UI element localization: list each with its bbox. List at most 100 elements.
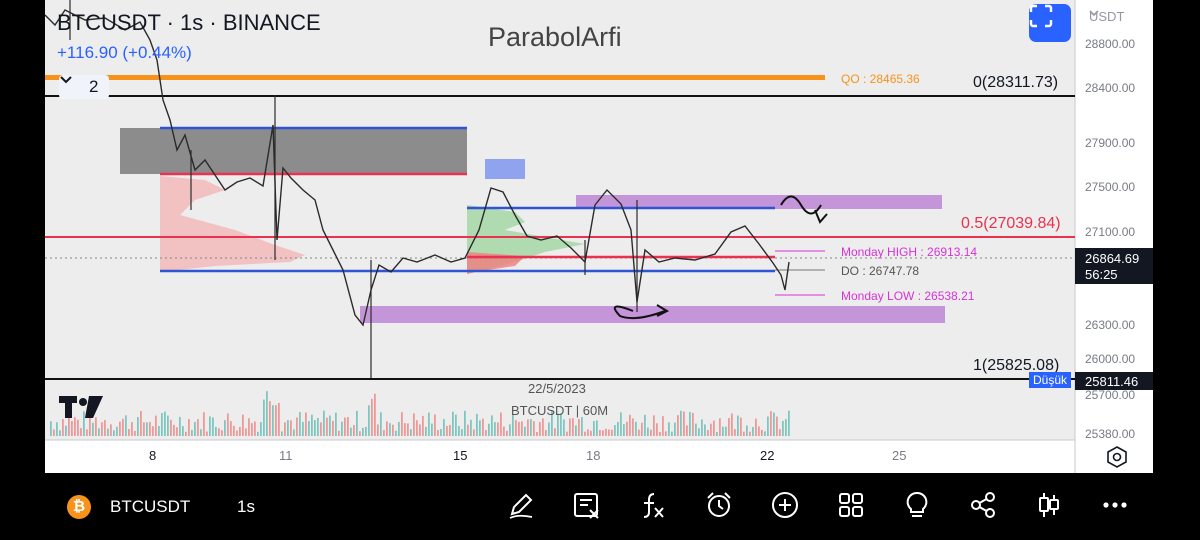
toolbar-interval[interactable]: 1s bbox=[237, 497, 255, 516]
volume-bar bbox=[428, 412, 430, 436]
ideas-button[interactable] bbox=[902, 490, 932, 524]
volume-bar bbox=[314, 420, 316, 436]
volume-bar bbox=[764, 431, 766, 436]
volume-bar bbox=[104, 419, 106, 436]
price-chart[interactable] bbox=[45, 0, 1153, 473]
price-tick: 26300.00 bbox=[1085, 318, 1136, 332]
volume-bar bbox=[149, 422, 151, 436]
price-axis[interactable]: 28800.00 28400.00 27900.00 27500.00 2710… bbox=[1029, 0, 1153, 473]
volume-bar bbox=[260, 422, 262, 436]
volume-bar bbox=[449, 424, 451, 436]
volume-bar bbox=[248, 418, 250, 436]
volume-bar bbox=[272, 405, 274, 436]
bitcoin-logo: ₿ bbox=[67, 495, 91, 519]
pen-icon bbox=[506, 490, 536, 525]
indicators-button[interactable] bbox=[638, 490, 668, 524]
volume-bar bbox=[485, 430, 487, 436]
volume-bar bbox=[218, 428, 220, 436]
volume-bar bbox=[239, 426, 241, 436]
volume-bar bbox=[188, 419, 190, 436]
volume-bar bbox=[662, 416, 664, 436]
chart-settings-button[interactable] bbox=[1106, 446, 1128, 468]
volume-bar bbox=[266, 391, 268, 436]
volume-bar bbox=[686, 425, 688, 436]
volume-bar bbox=[125, 415, 127, 436]
volume-bar bbox=[431, 423, 433, 436]
time-axis[interactable]: 8 11 15 18 22 25 bbox=[45, 440, 1075, 473]
time-axis-background bbox=[45, 440, 1075, 473]
volume-bar bbox=[212, 417, 214, 436]
volume-bar bbox=[101, 422, 103, 436]
volume-bar bbox=[614, 425, 616, 436]
volume-bar bbox=[557, 413, 559, 436]
volume-bar bbox=[233, 425, 235, 436]
volume-bar bbox=[743, 431, 745, 436]
volume-bar bbox=[461, 429, 463, 436]
volume-bar bbox=[53, 429, 55, 436]
volume-bar bbox=[146, 422, 148, 436]
add-button[interactable] bbox=[770, 490, 800, 524]
volume-bar bbox=[374, 393, 376, 436]
currency-selector[interactable]: USDT bbox=[1089, 9, 1138, 24]
volume-bar bbox=[281, 431, 283, 436]
volume-bar bbox=[287, 420, 289, 436]
volume-bar bbox=[638, 429, 640, 436]
collapse-count: 2 bbox=[89, 77, 99, 96]
volume-bar bbox=[302, 421, 304, 436]
volume-bar bbox=[653, 415, 655, 436]
volume-bar bbox=[398, 421, 400, 436]
share-button[interactable] bbox=[968, 490, 998, 524]
volume-bar bbox=[110, 424, 112, 436]
volume-bar bbox=[671, 431, 673, 436]
volume-bar bbox=[746, 425, 748, 436]
qo-line bbox=[45, 75, 825, 80]
volume-bar bbox=[527, 419, 529, 436]
volume-bar bbox=[299, 412, 301, 436]
chart-area[interactable]: BTCUSDT · 1s · BINANCE +116.90 (+0.44%) … bbox=[45, 0, 1153, 473]
volume-bar bbox=[521, 421, 523, 436]
volume-bar bbox=[740, 417, 742, 436]
volume-bar bbox=[437, 430, 439, 436]
volume-bar bbox=[401, 412, 403, 436]
volume-bar bbox=[350, 427, 352, 436]
volume-bar bbox=[713, 420, 715, 436]
volume-bar bbox=[635, 421, 637, 436]
lightbulb-icon bbox=[902, 490, 932, 525]
layout-button[interactable] bbox=[836, 490, 866, 524]
volume-bar bbox=[647, 427, 649, 436]
volume-bar bbox=[611, 429, 613, 436]
text-note-button[interactable] bbox=[572, 490, 602, 524]
volume-bar bbox=[506, 430, 508, 436]
volume-bar bbox=[482, 418, 484, 436]
volume-bar bbox=[95, 417, 97, 436]
collapse-toggle[interactable]: 2 bbox=[59, 75, 109, 99]
volume-bar bbox=[455, 414, 457, 436]
volume-bar bbox=[539, 421, 541, 436]
plus-circle-icon bbox=[770, 490, 800, 525]
fullscreen-button[interactable] bbox=[1029, 4, 1071, 42]
volume-bar bbox=[326, 417, 328, 436]
volume-bar bbox=[143, 422, 145, 436]
volume-bar bbox=[515, 420, 517, 436]
volume-bar bbox=[473, 429, 475, 436]
more-button[interactable] bbox=[1100, 490, 1130, 524]
alert-button[interactable] bbox=[704, 490, 734, 524]
chart-type-button[interactable] bbox=[1034, 490, 1064, 524]
volume-bar bbox=[737, 415, 739, 436]
volume-bar bbox=[752, 427, 754, 436]
volume-bar bbox=[659, 431, 661, 436]
volume-bar bbox=[509, 424, 511, 436]
time-tick: 25 bbox=[892, 448, 907, 463]
volume-bar bbox=[209, 416, 211, 436]
draw-tool-button[interactable] bbox=[506, 490, 536, 524]
volume-bar bbox=[245, 428, 247, 436]
volume-bar bbox=[452, 411, 454, 436]
price-tick: 28800.00 bbox=[1085, 37, 1136, 51]
volume-bar bbox=[470, 419, 472, 436]
symbol-title[interactable]: BTCUSDT · 1s · BINANCE bbox=[57, 10, 321, 35]
toolbar-symbol[interactable]: BTCUSDT bbox=[110, 497, 191, 516]
volume-bar bbox=[569, 418, 571, 436]
volume-bar bbox=[599, 430, 601, 436]
fullscreen-icon bbox=[1029, 4, 1062, 35]
volume-bar bbox=[779, 429, 781, 436]
